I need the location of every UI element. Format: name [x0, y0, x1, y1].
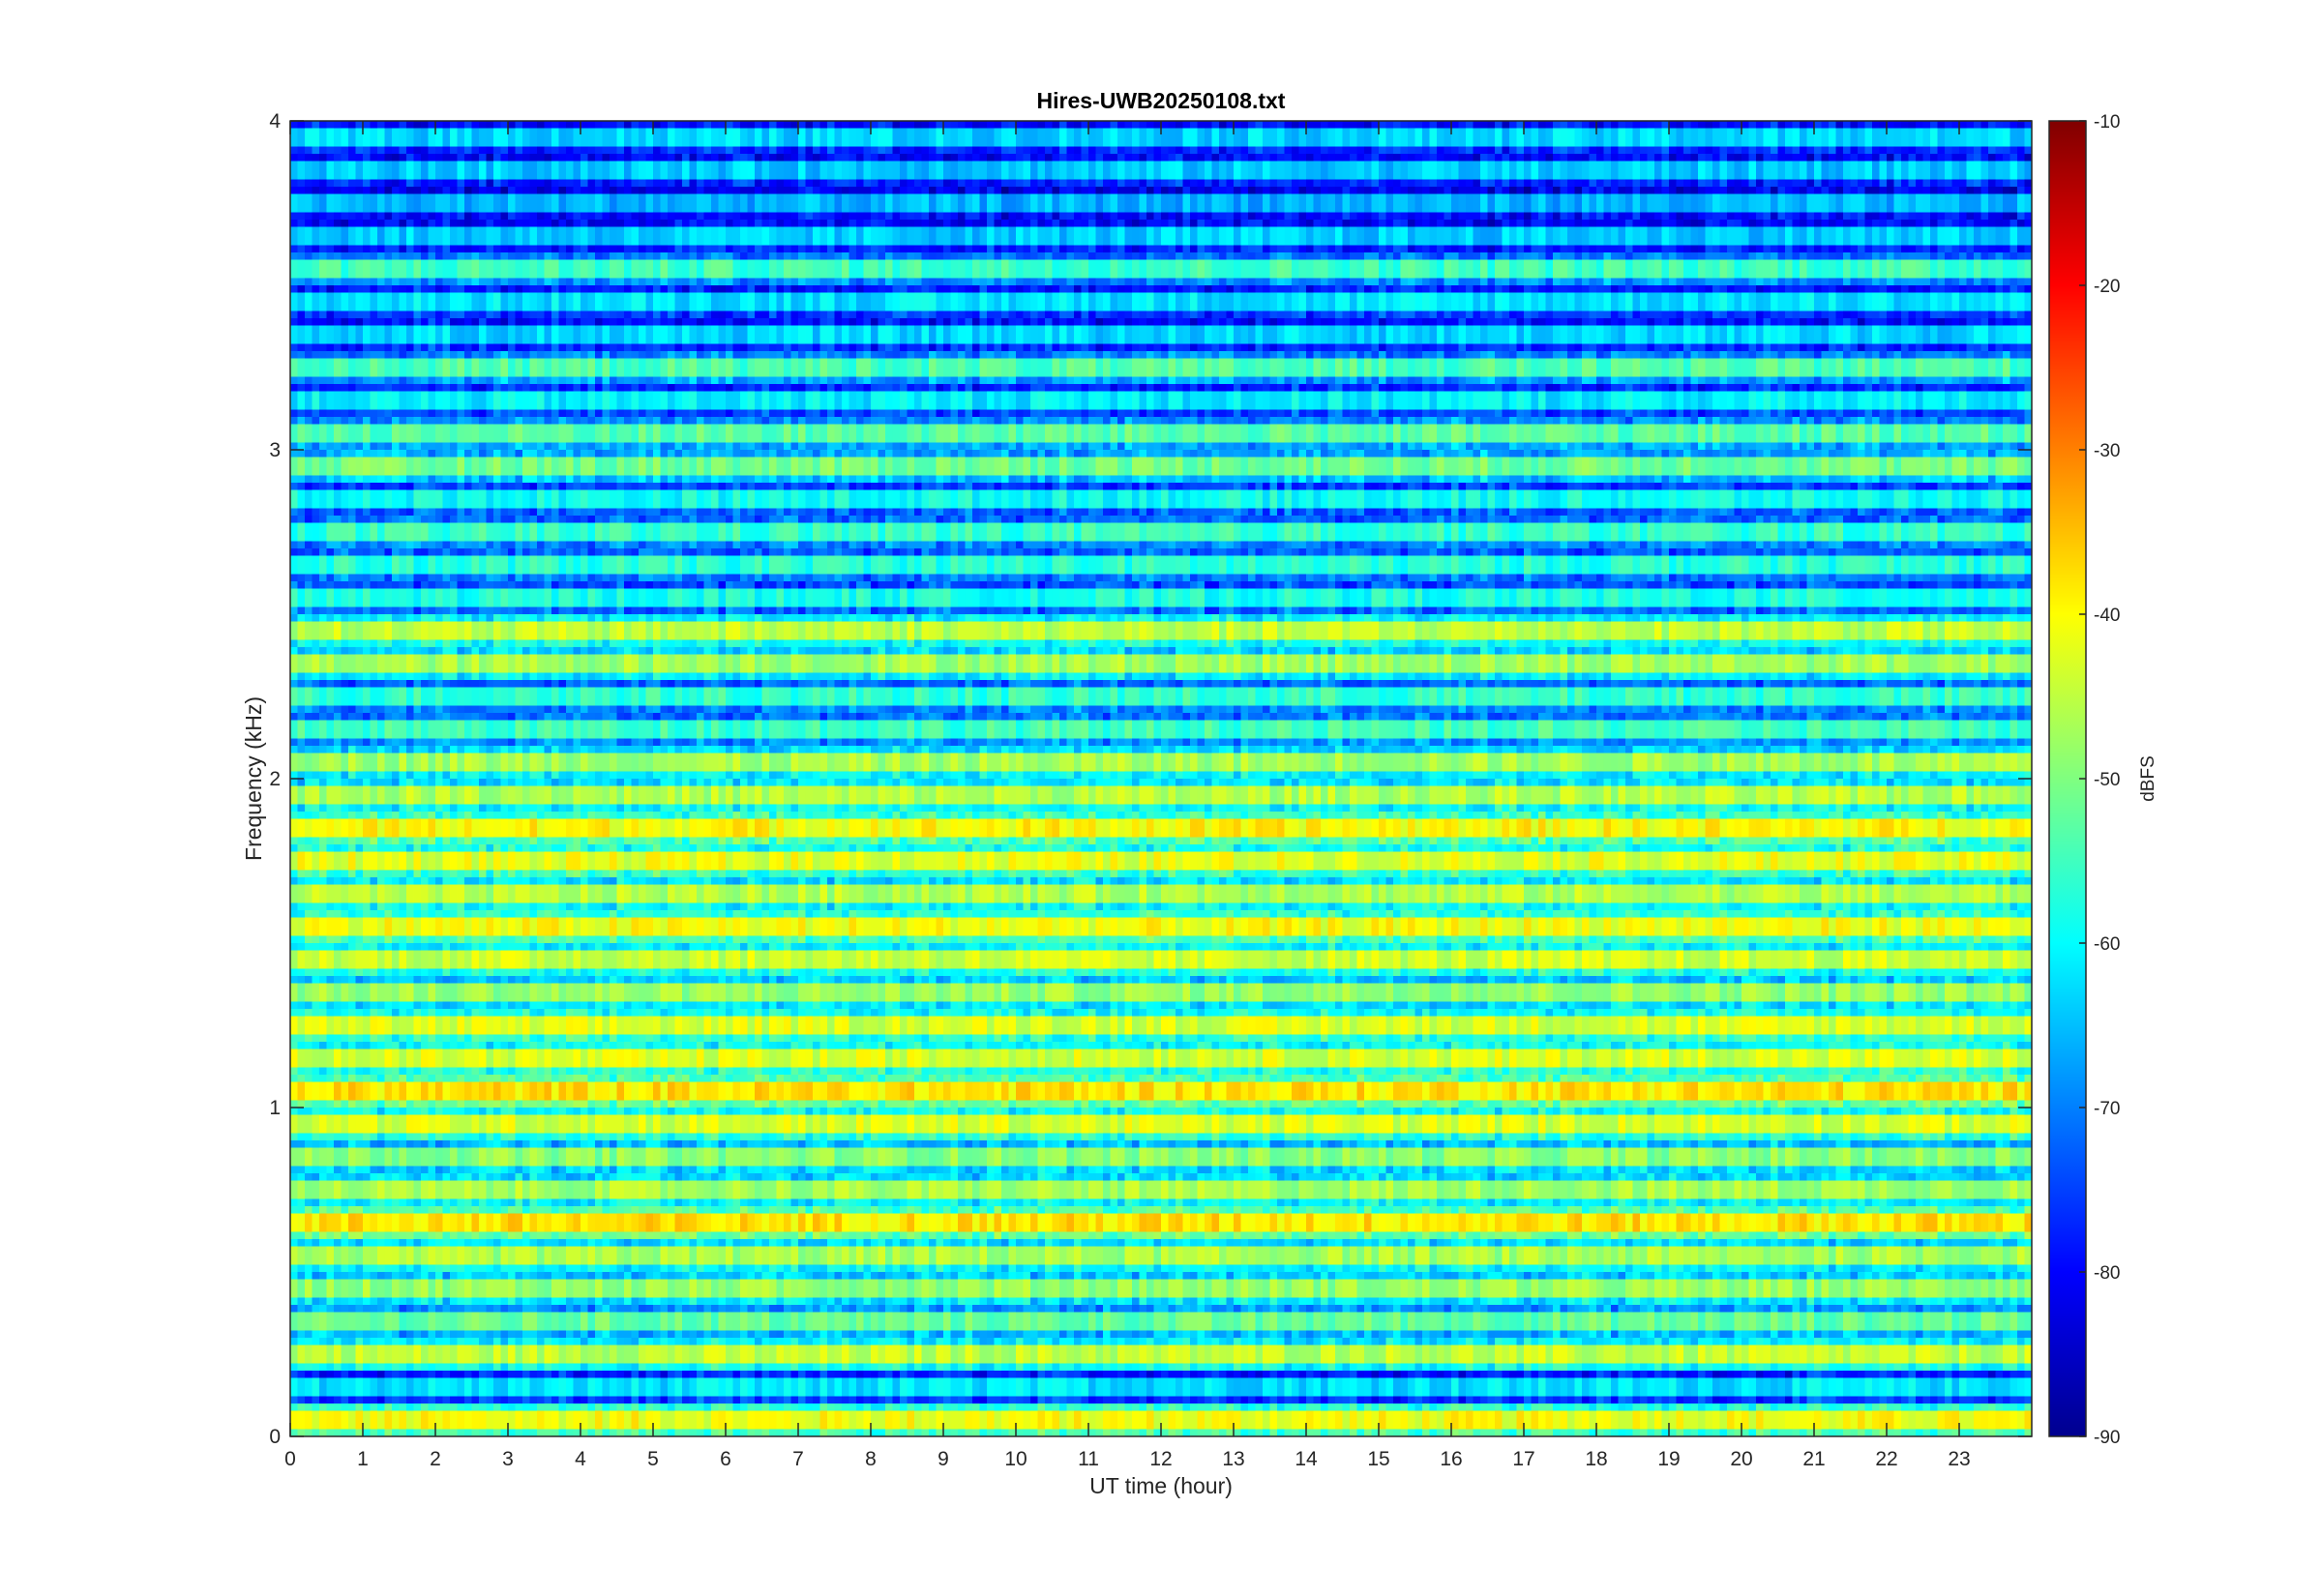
- frequency-band-2: [290, 1338, 2033, 1371]
- spectrogram-plot-area: [290, 121, 2033, 1436]
- x-tick-label: 15: [1367, 1448, 1389, 1470]
- frequency-band-25: [290, 581, 2033, 614]
- x-tick-label: 8: [865, 1448, 877, 1470]
- x-tick-label: 21: [1802, 1448, 1825, 1470]
- x-tick-label: 1: [357, 1448, 369, 1470]
- y-tick-label: 1: [269, 1097, 281, 1119]
- frequency-band-10: [290, 1075, 2033, 1108]
- frequency-band-1: [290, 1371, 2033, 1404]
- x-tick-label: 7: [792, 1448, 804, 1470]
- frequency-band-6: [290, 1206, 2033, 1239]
- x-tick-label: 20: [1730, 1448, 1752, 1470]
- frequency-band-36: [290, 220, 2033, 252]
- y-axis-label: Frequency (kHz): [241, 696, 266, 861]
- frequency-band-30: [290, 417, 2033, 450]
- x-tick-label: 4: [575, 1448, 586, 1470]
- frequency-band-14: [290, 943, 2033, 976]
- frequency-band-34: [290, 285, 2033, 318]
- colorbar-tick-label: -80: [2094, 1263, 2120, 1284]
- frequency-band-5: [290, 1239, 2033, 1272]
- x-tick-label: 17: [1512, 1448, 1534, 1470]
- frequency-band-15: [290, 910, 2033, 943]
- frequency-band-7: [290, 1173, 2033, 1206]
- frequency-band-20: [290, 746, 2033, 779]
- colorbar-tick-label: -20: [2094, 277, 2120, 297]
- x-tick-label: 12: [1149, 1448, 1172, 1470]
- frequency-band-29: [290, 450, 2033, 483]
- y-tick-label: 0: [269, 1426, 281, 1448]
- frequency-band-37: [290, 187, 2033, 220]
- frequency-band-22: [290, 680, 2033, 713]
- colorbar-tick-label: -40: [2094, 606, 2120, 626]
- frequency-bands: [290, 121, 2033, 1436]
- frequency-band-13: [290, 976, 2033, 1009]
- frequency-band-24: [290, 614, 2033, 647]
- frequency-band-26: [290, 548, 2033, 581]
- y-tick-label: 3: [269, 439, 281, 461]
- frequency-band-27: [290, 516, 2033, 548]
- frequency-band-38: [290, 154, 2033, 187]
- x-tick-label: 0: [284, 1448, 296, 1470]
- frequency-band-12: [290, 1009, 2033, 1042]
- colorbar-tick-label: -30: [2094, 441, 2120, 461]
- frequency-band-33: [290, 318, 2033, 351]
- frequency-band-4: [290, 1272, 2033, 1305]
- frequency-band-21: [290, 713, 2033, 746]
- colorbar-tick-label: -50: [2094, 770, 2120, 790]
- frequency-band-32: [290, 351, 2033, 384]
- frequency-band-3: [290, 1305, 2033, 1338]
- frequency-band-23: [290, 647, 2033, 680]
- chart-title: Hires-UWB20250108.txt: [1037, 88, 1286, 113]
- x-tick-label: 5: [647, 1448, 659, 1470]
- frequency-band-19: [290, 779, 2033, 812]
- x-tick-label: 6: [720, 1448, 731, 1470]
- colorbar-tick-label: -90: [2094, 1428, 2120, 1448]
- colorbar-label: dBFS: [2138, 755, 2158, 802]
- x-tick-label: 11: [1078, 1448, 1099, 1470]
- x-tick-label: 18: [1585, 1448, 1607, 1470]
- y-tick-label: 4: [269, 110, 281, 133]
- colorbar-tick-label: -70: [2094, 1099, 2120, 1119]
- x-tick-label: 13: [1222, 1448, 1244, 1470]
- colorbar-tick-label: -60: [2094, 934, 2120, 955]
- y-tick-label: 2: [269, 768, 281, 790]
- x-tick-label: 2: [430, 1448, 441, 1470]
- frequency-band-35: [290, 252, 2033, 285]
- x-tick-label: 23: [1948, 1448, 1970, 1470]
- frequency-band-11: [290, 1042, 2033, 1075]
- x-tick-label: 19: [1657, 1448, 1680, 1470]
- x-tick-label: 3: [502, 1448, 514, 1470]
- frequency-band-28: [290, 483, 2033, 516]
- x-tick-label: 22: [1875, 1448, 1897, 1470]
- frequency-band-8: [290, 1140, 2033, 1173]
- frequency-band-9: [290, 1108, 2033, 1140]
- frequency-band-18: [290, 812, 2033, 844]
- x-tick-label: 9: [938, 1448, 949, 1470]
- frequency-band-16: [290, 877, 2033, 910]
- frequency-band-31: [290, 384, 2033, 417]
- x-tick-label: 16: [1440, 1448, 1462, 1470]
- x-tick-label: 10: [1004, 1448, 1027, 1470]
- colorbar-tick-label: -10: [2094, 112, 2120, 133]
- x-axis-label: UT time (hour): [1089, 1473, 1233, 1498]
- x-tick-label: 14: [1295, 1448, 1318, 1470]
- frequency-band-17: [290, 844, 2033, 877]
